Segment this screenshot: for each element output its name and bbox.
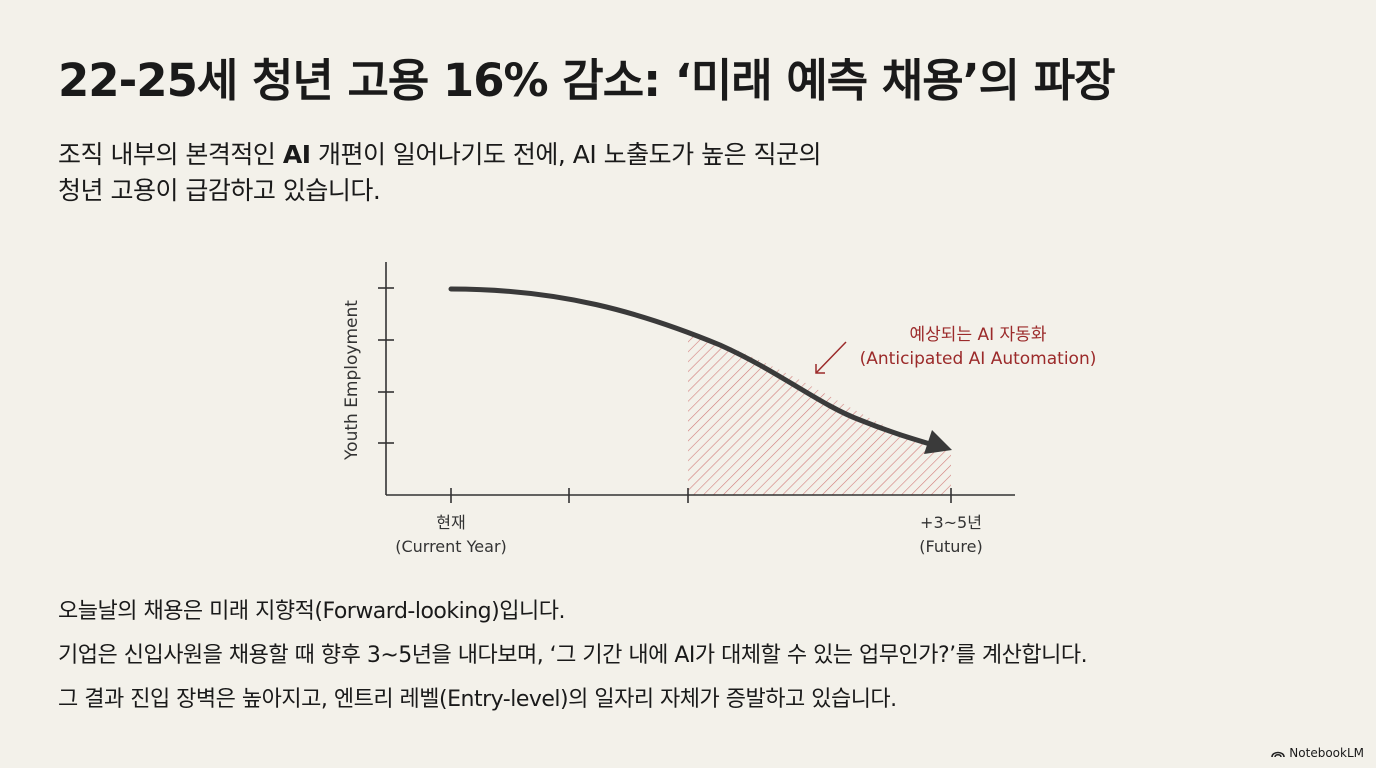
emphasis: AI xyxy=(282,140,311,169)
hatched-area xyxy=(688,331,951,495)
text: 개편이 일어나기도 전에, AI 노출도가 높은 직군의 xyxy=(310,140,822,169)
x-label: (Future) xyxy=(919,537,982,556)
body: 오늘날의 채용은 미래 지향적(Forward-looking)입니다. 기업은… xyxy=(58,590,1088,722)
trend-curve xyxy=(448,286,933,447)
body-line: 기업은 신입사원을 채용할 때 향후 3~5년을 내다보며, ‘그 기간 내에 … xyxy=(58,643,1088,668)
footer: NotebookLM xyxy=(1271,746,1364,760)
annotation: 예상되는 AI 자동화 xyxy=(910,325,1047,345)
annotation-arrow xyxy=(815,341,847,374)
figure: 예상되는 AI 자동화 (Anticipated AI Automation) … xyxy=(342,262,1097,556)
annotation: (Anticipated AI Automation) xyxy=(860,349,1097,369)
logo-icon xyxy=(1271,751,1286,758)
subtitle-line: 청년 고용이 급감하고 있습니다. xyxy=(58,173,821,209)
annotation-arrowhead xyxy=(815,364,825,374)
text: 청년 고용이 급감하고 있습니다. xyxy=(58,176,381,205)
axes xyxy=(378,262,1015,503)
subtitle: 조직 내부의 본격적인 AI 개편이 일어나기도 전에, AI 노출도가 높은 … xyxy=(58,137,822,209)
body-line: 오늘날의 채용은 미래 지향적(Forward-looking)입니다. xyxy=(58,599,565,624)
title: 22-25세 청년 고용 16% 감소: ‘미래 예측 채용’의 파장 xyxy=(58,54,1116,107)
arrowhead xyxy=(924,430,952,454)
x-label: 현재 xyxy=(436,513,465,532)
x-label: (Current Year) xyxy=(395,537,507,556)
x-label: +3~5년 xyxy=(920,513,982,532)
body-line: 그 결과 진입 장벽은 높아지고, 엔트리 레벨(Entry-level)의 일… xyxy=(58,687,897,712)
subtitle-line: 조직 내부의 본격적인 AI 개편이 일어나기도 전에, AI 노출도가 높은 … xyxy=(58,137,822,173)
brand: NotebookLM xyxy=(1289,746,1364,760)
y-axis-label: Youth Employment xyxy=(342,300,362,461)
text: 조직 내부의 본격적인 xyxy=(58,140,283,169)
